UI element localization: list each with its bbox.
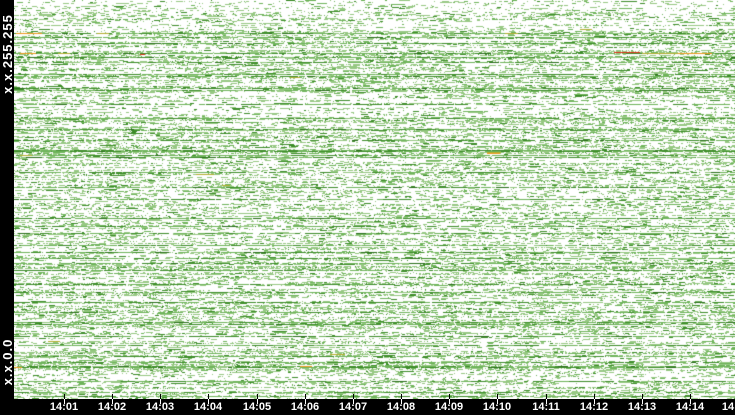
x-axis-tick xyxy=(64,399,65,404)
x-axis-tick xyxy=(690,399,691,404)
x-axis-tick xyxy=(594,399,595,404)
x-axis-tick-upper xyxy=(594,394,595,399)
y-axis-bottom-label: x.x.0.0 xyxy=(0,338,15,386)
x-axis-tick-upper xyxy=(449,394,450,399)
x-axis-tick-upper xyxy=(546,394,547,399)
x-axis-tick xyxy=(401,399,402,404)
x-tick-label: 14:01 xyxy=(49,401,79,413)
x-axis-tick-upper xyxy=(642,394,643,399)
x-tick-label: 14:09 xyxy=(434,401,464,413)
x-tick-label: 14:06 xyxy=(290,401,320,413)
scatter-plot-canvas xyxy=(14,0,735,399)
x-tick-label: 14:05 xyxy=(242,401,272,413)
x-axis-tick-upper xyxy=(208,394,209,399)
x-axis-tick xyxy=(160,399,161,404)
x-tick-label: 14:08 xyxy=(386,401,416,413)
x-axis-tick-upper xyxy=(305,394,306,399)
x-axis-tick xyxy=(546,399,547,404)
x-axis-tick-upper xyxy=(257,394,258,399)
x-axis-tick xyxy=(642,399,643,404)
x-tick-label: 14:02 xyxy=(97,401,127,413)
x-tick-label: 14:12 xyxy=(579,401,609,413)
x-axis-tick-upper xyxy=(353,394,354,399)
x-axis-tick-upper xyxy=(690,394,691,399)
x-tick-label: 14:03 xyxy=(145,401,175,413)
x-axis-tick-upper xyxy=(112,394,113,399)
x-tick-label: 14:11 xyxy=(532,401,560,413)
x-axis-tick xyxy=(112,399,113,404)
x-axis-tick-upper xyxy=(401,394,402,399)
x-tick-label: 14:04 xyxy=(193,401,223,413)
x-tick-label: 14:07 xyxy=(338,401,368,413)
x-axis-tick xyxy=(353,399,354,404)
x-axis-tick-upper xyxy=(497,394,498,399)
x-axis-tick xyxy=(257,399,258,404)
x-axis-tick-upper xyxy=(160,394,161,399)
x-tick-label: 14:13 xyxy=(627,401,657,413)
x-axis-bar: 14:01 14:02 14:03 14:04 14:05 14:06 14:07 14:08… xyxy=(0,399,735,415)
x-axis-tick xyxy=(305,399,306,404)
y-axis-top-label: x.x.255.255 xyxy=(0,14,15,94)
x-tick-label: 14:14 xyxy=(675,401,705,413)
x-axis-tick xyxy=(449,399,450,404)
x-axis-tick-upper xyxy=(64,394,65,399)
x-axis-tick xyxy=(208,399,209,404)
y-axis-bar: x.x.255.255 x.x.0.0 xyxy=(0,0,15,415)
x-axis-tick xyxy=(497,399,498,404)
x-tick-label-edge: 14 xyxy=(721,401,735,413)
x-tick-label: 14:10 xyxy=(482,401,512,413)
